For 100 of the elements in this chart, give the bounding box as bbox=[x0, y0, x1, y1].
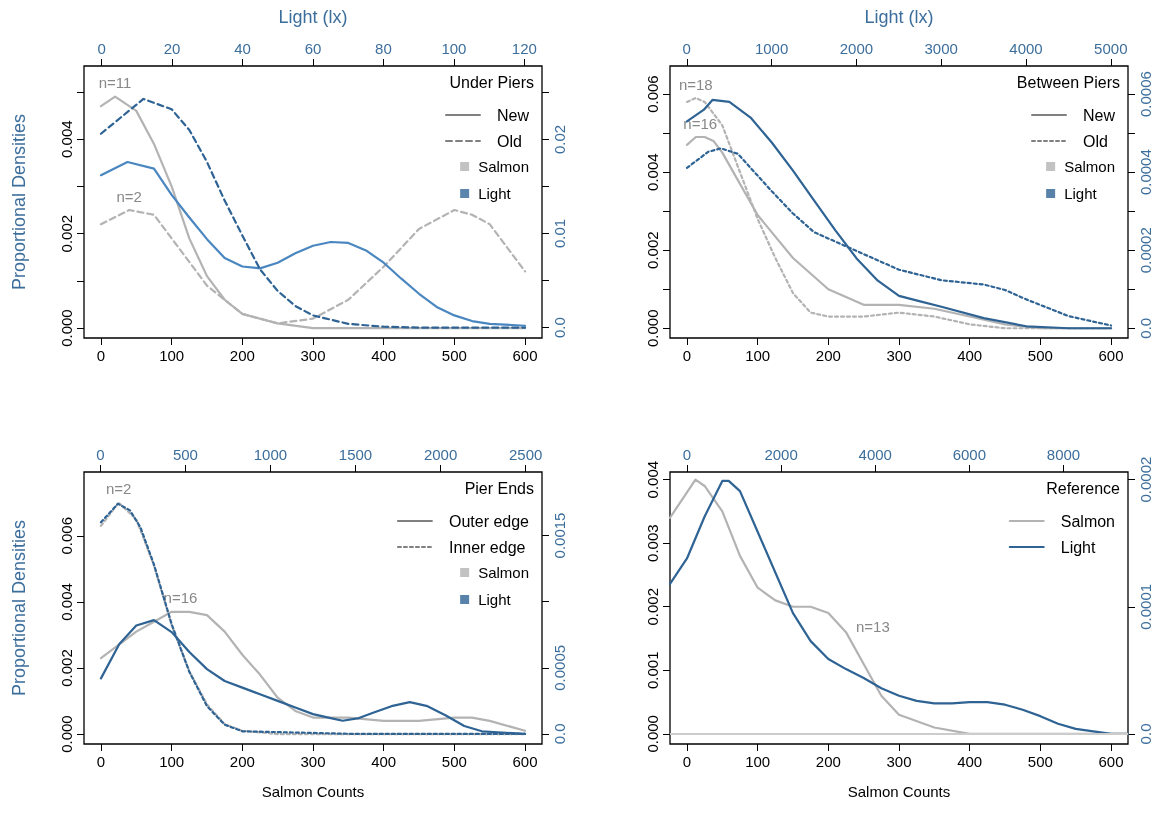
x-tick-label: 400 bbox=[957, 753, 983, 770]
x-tick-label: 0 bbox=[96, 347, 106, 364]
x2-tick-label: 0 bbox=[682, 40, 691, 57]
y-tick-label: 0.002 bbox=[58, 649, 75, 687]
line-series bbox=[99, 160, 527, 327]
x2-tick-label: 2000 bbox=[839, 40, 874, 57]
x-tick-label: 200 bbox=[229, 753, 255, 770]
x-tick-label: 300 bbox=[300, 753, 326, 770]
y2-tick-label: 0.0005 bbox=[551, 644, 568, 691]
y2-tick-label: 0.0 bbox=[1137, 317, 1154, 339]
legend-label: Light bbox=[478, 185, 512, 202]
x-tick-label: 600 bbox=[512, 347, 538, 364]
x2-tick-label: 40 bbox=[234, 40, 251, 57]
x-tick-label: 100 bbox=[745, 347, 771, 364]
x-tick-label: 0 bbox=[682, 347, 692, 364]
x-tick-label: 500 bbox=[441, 347, 467, 364]
legend-title: Reference bbox=[1046, 479, 1121, 497]
x-axis-title: Salmon Counts bbox=[261, 783, 365, 800]
x2-tick-label: 5000 bbox=[1094, 40, 1128, 57]
legend-label: Inner edge bbox=[448, 538, 526, 556]
x-tick-label: 600 bbox=[1098, 347, 1124, 364]
x-tick-label: 200 bbox=[229, 347, 255, 364]
x2-tick-label: 0 bbox=[682, 446, 692, 463]
x2-tick-label: 100 bbox=[441, 40, 467, 57]
x-tick-label: 400 bbox=[371, 347, 397, 364]
x2-tick-label: 1000 bbox=[253, 446, 288, 463]
y2-tick-label: 0.01 bbox=[551, 218, 568, 249]
annotation: n=2 bbox=[105, 480, 132, 498]
legend-label: New bbox=[1082, 106, 1116, 124]
x2-axis-title: Light (lx) bbox=[278, 7, 348, 27]
x2-tick-label: 1500 bbox=[338, 446, 373, 463]
legend-label: Light bbox=[1060, 538, 1096, 556]
x-tick-label: 100 bbox=[159, 753, 185, 770]
x-tick-label: 300 bbox=[886, 347, 912, 364]
x-tick-label: 100 bbox=[745, 753, 771, 770]
annotation: n=16 bbox=[163, 589, 198, 607]
y2-tick-label: 0.0015 bbox=[551, 512, 568, 559]
x-tick-label: 0 bbox=[96, 753, 106, 770]
y-tick-label: 0.000 bbox=[644, 715, 661, 753]
x2-tick-label: 500 bbox=[172, 446, 198, 463]
y-axis-title: Proportional Densities bbox=[9, 519, 29, 697]
x-tick-label: 200 bbox=[815, 347, 841, 364]
y-tick-label: 0.004 bbox=[58, 120, 75, 158]
x2-tick-label: 4000 bbox=[858, 446, 892, 463]
x2-tick-label: 2500 bbox=[508, 446, 543, 463]
x2-tick-label: 0 bbox=[96, 446, 105, 463]
y-tick-label: 0.000 bbox=[644, 309, 661, 348]
x-tick-label: 400 bbox=[957, 347, 983, 364]
legend-title: Between Piers bbox=[1016, 73, 1121, 91]
x-tick-label: 0 bbox=[682, 753, 692, 770]
y2-tick-label: 0.0 bbox=[1137, 723, 1154, 745]
y-tick-label: 0.000 bbox=[58, 309, 75, 347]
y-tick-label: 0.002 bbox=[58, 214, 75, 253]
x-tick-label: 500 bbox=[441, 753, 467, 770]
x2-tick-label: 8000 bbox=[1046, 446, 1081, 463]
x-tick-label: 600 bbox=[512, 753, 538, 770]
x2-tick-label: 4000 bbox=[1009, 40, 1043, 57]
x-tick-label: 100 bbox=[159, 347, 185, 364]
y2-tick-label: 0.0001 bbox=[1137, 583, 1154, 630]
y-tick-label: 0.004 bbox=[644, 460, 661, 499]
y2-tick-label: 0.0 bbox=[551, 723, 568, 745]
x-tick-label: 600 bbox=[1098, 753, 1124, 770]
y-tick-label: 0.001 bbox=[644, 651, 661, 690]
annotation: n=2 bbox=[116, 187, 142, 205]
x2-tick-label: 120 bbox=[511, 40, 537, 57]
x-tick-label: 500 bbox=[1027, 753, 1053, 770]
legend-label: Salmon bbox=[1064, 158, 1115, 175]
y2-tick-label: 0.0002 bbox=[1137, 456, 1154, 503]
legend-title: Pier Ends bbox=[464, 479, 535, 497]
y-tick-label: 0.006 bbox=[644, 75, 661, 113]
legend-label: New bbox=[496, 106, 530, 124]
x-axis-title: Salmon Counts bbox=[847, 783, 951, 800]
y-axis-title: Proportional Densities bbox=[9, 113, 29, 291]
y-tick-label: 0.000 bbox=[58, 715, 75, 753]
legend-label: Old bbox=[1082, 132, 1108, 150]
y2-tick-label: 0.0 bbox=[551, 317, 568, 339]
x-tick-label: 400 bbox=[371, 753, 397, 770]
y-tick-label: 0.004 bbox=[58, 583, 75, 621]
x2-tick-label: 6000 bbox=[952, 446, 987, 463]
y-tick-label: 0.002 bbox=[644, 231, 661, 269]
x-tick-label: 200 bbox=[815, 753, 841, 770]
legend-label: Outer edge bbox=[448, 512, 530, 530]
x2-tick-label: 0 bbox=[97, 40, 106, 57]
x2-tick-label: 80 bbox=[375, 40, 392, 57]
annotation: n=11 bbox=[98, 74, 132, 92]
annotation: n=13 bbox=[855, 617, 890, 635]
x2-tick-label: 60 bbox=[304, 40, 322, 57]
annotation: n=16 bbox=[683, 114, 718, 132]
legend-label: Light bbox=[478, 591, 512, 608]
x-tick-label: 300 bbox=[886, 753, 912, 770]
legend-label: Light bbox=[1064, 185, 1098, 202]
x2-tick-label: 2000 bbox=[423, 446, 458, 463]
y2-tick-label: 0.0004 bbox=[1137, 149, 1154, 196]
legend-label: Salmon bbox=[478, 158, 529, 175]
x2-tick-label: 2000 bbox=[764, 446, 798, 463]
x2-axis-title: Light (lx) bbox=[864, 7, 934, 27]
y-tick-label: 0.004 bbox=[644, 153, 661, 191]
y-tick-label: 0.003 bbox=[644, 524, 661, 562]
y-tick-label: 0.002 bbox=[644, 587, 661, 626]
x2-tick-label: 1000 bbox=[754, 40, 789, 57]
